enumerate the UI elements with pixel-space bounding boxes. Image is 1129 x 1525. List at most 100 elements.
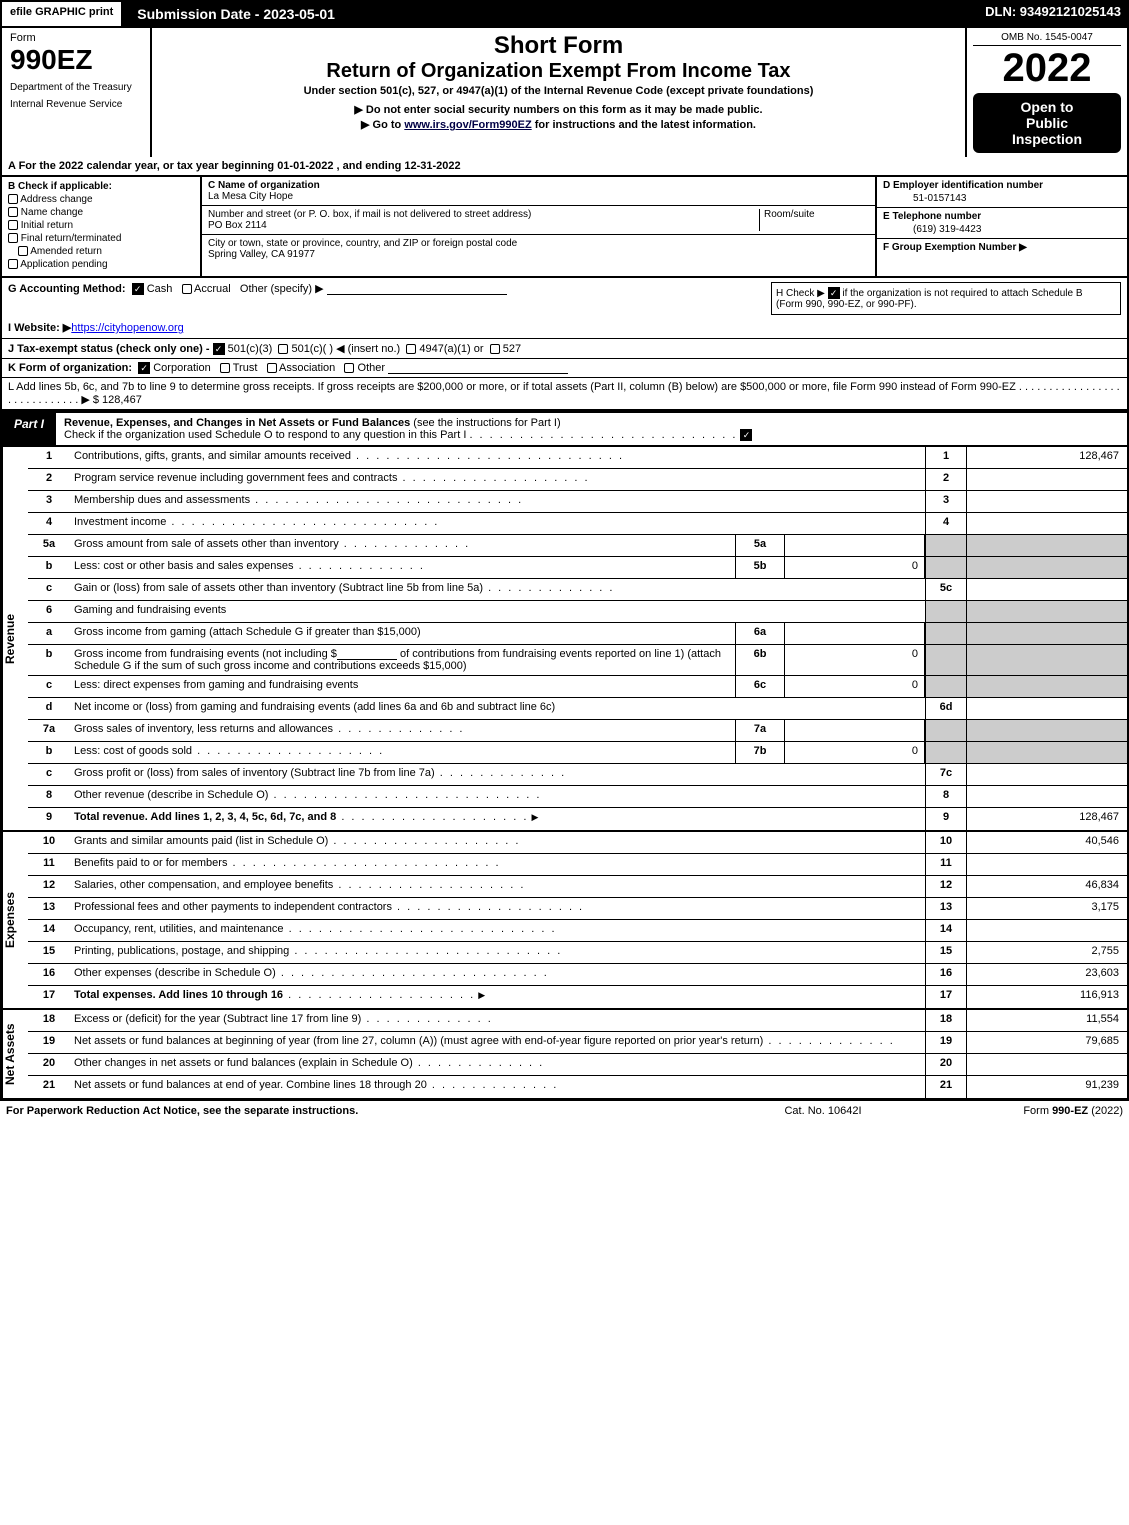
line-16-value: 23,603 <box>967 964 1127 985</box>
cash-checkmark-icon: ✓ <box>132 283 144 295</box>
corp-checkmark-icon: ✓ <box>138 362 150 374</box>
line-13-desc: Professional fees and other payments to … <box>70 898 925 919</box>
line-7b-desc: Less: cost of goods sold <box>70 742 735 763</box>
line-6b-subval: 0 <box>785 645 925 675</box>
title-url-line: ▶ Go to www.irs.gov/Form990EZ for instru… <box>164 118 953 131</box>
line-5b-subval: 0 <box>785 557 925 578</box>
part1-title: Revenue, Expenses, and Changes in Net As… <box>64 417 410 429</box>
line-4-value <box>967 513 1127 534</box>
line-7c-value <box>967 764 1127 785</box>
irs-label: Internal Revenue Service <box>10 99 142 110</box>
amended-return-check[interactable]: Amended return <box>18 246 194 257</box>
ein-label: D Employer identification number <box>883 180 1043 191</box>
line-7b-subval: 0 <box>785 742 925 763</box>
phone-label: E Telephone number <box>883 211 981 222</box>
name-change-check[interactable]: Name change <box>8 207 194 218</box>
part1-checkmark-icon: ✓ <box>740 429 752 441</box>
col-b-checkboxes: B Check if applicable: Address change Na… <box>2 177 202 276</box>
netassets-side-label: Net Assets <box>2 1010 28 1098</box>
section-a: A For the 2022 calendar year, or tax yea… <box>0 157 1129 177</box>
h-checkmark-icon: ✓ <box>828 287 840 299</box>
line-3-value <box>967 491 1127 512</box>
org-name-label: C Name of organization <box>208 180 320 191</box>
part1-header: Part I Revenue, Expenses, and Changes in… <box>0 411 1129 447</box>
g-accounting: G Accounting Method: ✓ Cash Accrual Othe… <box>8 282 507 295</box>
line-18-value: 11,554 <box>967 1010 1127 1031</box>
line-15-value: 2,755 <box>967 942 1127 963</box>
line-21-value: 91,239 <box>967 1076 1127 1098</box>
line-5a-subval <box>785 535 925 556</box>
k-form-org: K Form of organization: ✓ Corporation Tr… <box>0 359 1129 378</box>
room-label: Room/suite <box>764 209 815 220</box>
org-address: PO Box 2114 <box>208 220 267 231</box>
org-city: Spring Valley, CA 91977 <box>208 249 315 260</box>
line-7a-desc: Gross sales of inventory, less returns a… <box>70 720 735 741</box>
arrow-icon <box>478 989 485 1001</box>
527-check[interactable] <box>490 344 500 354</box>
line-4-desc: Investment income <box>70 513 925 534</box>
line-14-value <box>967 920 1127 941</box>
line-7c-desc: Gross profit or (loss) from sales of inv… <box>70 764 925 785</box>
tax-year: 2022 <box>973 46 1121 91</box>
form-id-block: Form 990EZ Department of the Treasury In… <box>2 28 152 157</box>
line-21-desc: Net assets or fund balances at end of ye… <box>70 1076 925 1098</box>
accrual-check[interactable] <box>182 284 192 294</box>
line-12-desc: Salaries, other compensation, and employ… <box>70 876 925 897</box>
line-6a-subval <box>785 623 925 644</box>
title-short-form: Short Form <box>164 32 953 60</box>
501c-check[interactable] <box>278 344 288 354</box>
top-bar: efile GRAPHIC print Submission Date - 20… <box>0 0 1129 28</box>
footer-mid: Cat. No. 10642I <box>723 1105 923 1117</box>
line-17-value: 116,913 <box>967 986 1127 1008</box>
form-label: Form <box>10 32 142 44</box>
line-10-desc: Grants and similar amounts paid (list in… <box>70 832 925 853</box>
ein-value: 51-0157143 <box>883 193 1121 204</box>
line-14-desc: Occupancy, rent, utilities, and maintena… <box>70 920 925 941</box>
application-pending-check[interactable]: Application pending <box>8 259 194 270</box>
line-9-desc: Total revenue. Add lines 1, 2, 3, 4, 5c,… <box>70 808 925 830</box>
assoc-check[interactable] <box>267 363 277 373</box>
line-1-value: 128,467 <box>967 447 1127 468</box>
line-7a-subval <box>785 720 925 741</box>
h-box: H Check ▶ ✓ if the organization is not r… <box>771 282 1121 315</box>
line-15-desc: Printing, publications, postage, and shi… <box>70 942 925 963</box>
col-c-org-info: C Name of organization La Mesa City Hope… <box>202 177 877 276</box>
line-17-desc: Total expenses. Add lines 10 through 16 <box>70 986 925 1008</box>
initial-return-check[interactable]: Initial return <box>8 220 194 231</box>
footer-left: For Paperwork Reduction Act Notice, see … <box>6 1105 723 1117</box>
4947-check[interactable] <box>406 344 416 354</box>
line-6c-desc: Less: direct expenses from gaming and fu… <box>70 676 735 697</box>
col-b-header: B Check if applicable: <box>8 181 112 192</box>
omb-number: OMB No. 1545-0047 <box>973 32 1121 46</box>
address-change-check[interactable]: Address change <box>8 194 194 205</box>
efile-print[interactable]: efile GRAPHIC print <box>0 0 123 28</box>
org-website-link[interactable]: https://cityhopenow.org <box>71 322 184 334</box>
year-block: OMB No. 1545-0047 2022 Open to Public In… <box>967 28 1127 157</box>
line-8-value <box>967 786 1127 807</box>
col-def: D Employer identification number 51-0157… <box>877 177 1127 276</box>
other-check[interactable] <box>344 363 354 373</box>
line-12-value: 46,834 <box>967 876 1127 897</box>
org-name: La Mesa City Hope <box>208 191 293 202</box>
dept-treasury: Department of the Treasury <box>10 82 142 93</box>
j-tax-exempt: J Tax-exempt status (check only one) - ✓… <box>0 339 1129 359</box>
line-6d-desc: Net income or (loss) from gaming and fun… <box>70 698 925 719</box>
line-6b-desc: Gross income from fundraising events (no… <box>70 645 735 675</box>
line-16-desc: Other expenses (describe in Schedule O) <box>70 964 925 985</box>
title-ssn-warning: ▶ Do not enter social security numbers o… <box>164 103 953 116</box>
irs-link[interactable]: www.irs.gov/Form990EZ <box>404 119 531 131</box>
footer-right: Form 990-EZ (2022) <box>923 1105 1123 1117</box>
line-11-value <box>967 854 1127 875</box>
form-title-block: Short Form Return of Organization Exempt… <box>152 28 967 157</box>
501c3-checkmark-icon: ✓ <box>213 343 225 355</box>
final-return-check[interactable]: Final return/terminated <box>8 233 194 244</box>
line-6-desc: Gaming and fundraising events <box>70 601 925 622</box>
line-6d-value <box>967 698 1127 719</box>
line-2-desc: Program service revenue including govern… <box>70 469 925 490</box>
line-5b-desc: Less: cost or other basis and sales expe… <box>70 557 735 578</box>
line-5a-desc: Gross amount from sale of assets other t… <box>70 535 735 556</box>
expenses-side-label: Expenses <box>2 832 28 1008</box>
trust-check[interactable] <box>220 363 230 373</box>
line-19-value: 79,685 <box>967 1032 1127 1053</box>
line-6c-subval: 0 <box>785 676 925 697</box>
